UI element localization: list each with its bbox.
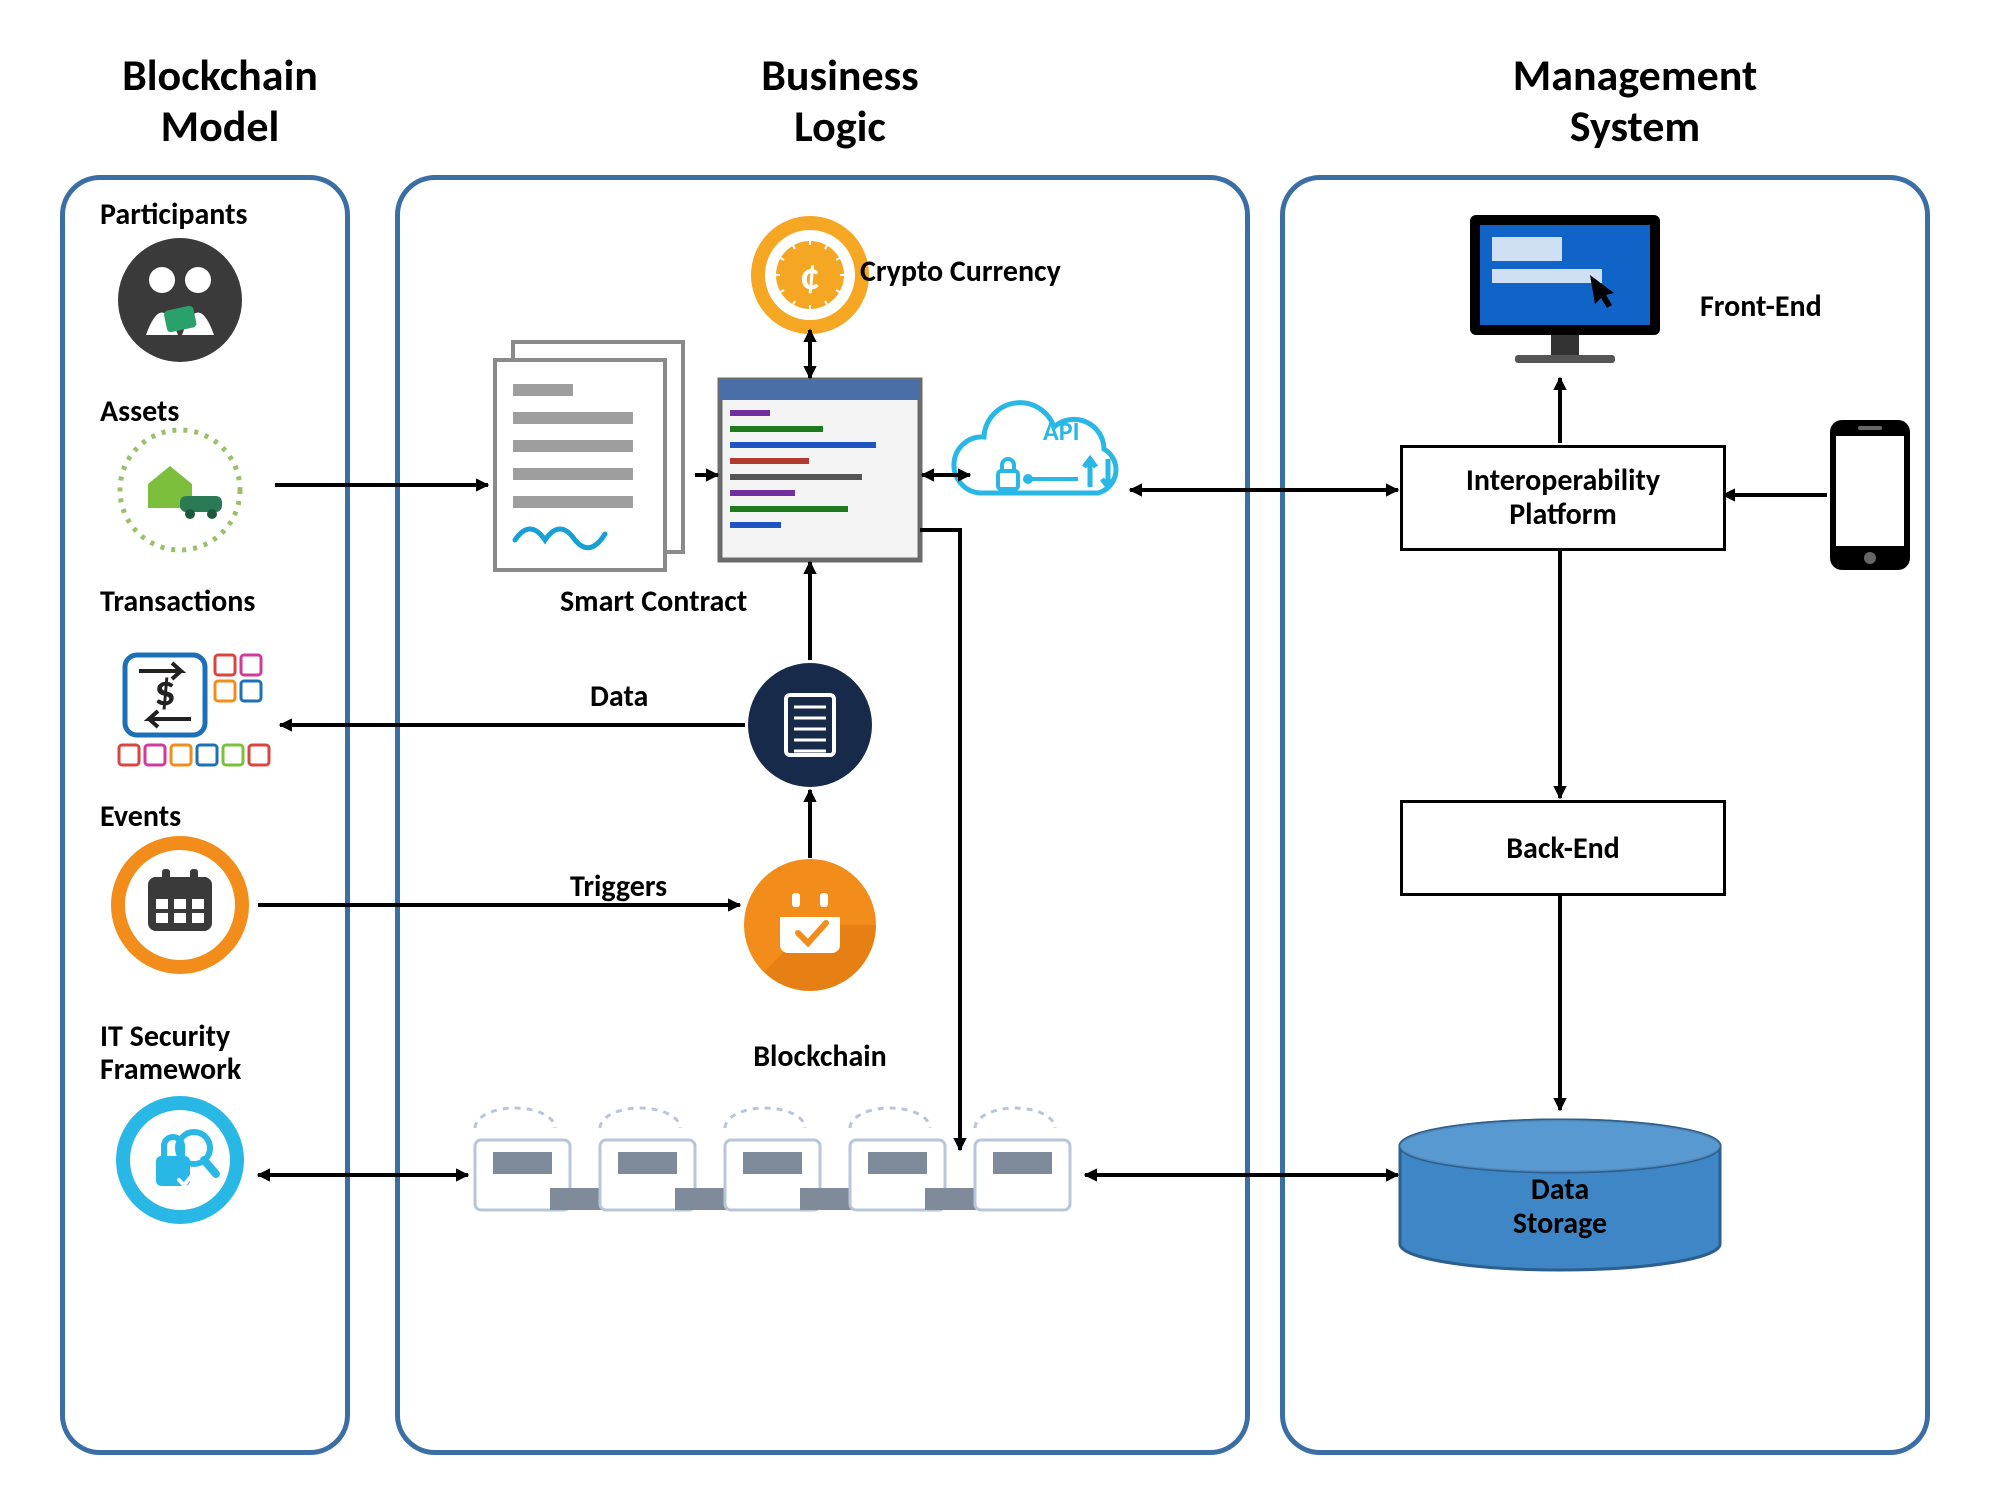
- security-label: IT SecurityFramework: [100, 1020, 340, 1086]
- crypto-label: Crypto Currency: [860, 255, 1120, 288]
- logic-panel: [395, 175, 1250, 1455]
- mgmt-title: ManagementSystem: [1420, 50, 1850, 151]
- assets-label: Assets: [100, 395, 340, 428]
- logic-title-l1: Business: [761, 48, 919, 102]
- model-title: BlockchainModel: [80, 50, 360, 151]
- data-label: Data: [590, 680, 710, 713]
- frontend-label: Front-End: [1700, 290, 1900, 323]
- participants-label: Participants: [100, 198, 340, 231]
- model-title-l2: Model: [161, 99, 280, 153]
- backend-box: Back-End: [1400, 800, 1726, 896]
- transactions-label: Transactions: [100, 585, 340, 618]
- mgmt-title-l2: System: [1570, 99, 1700, 153]
- smart-contract-label: Smart Contract: [560, 585, 820, 618]
- mgmt-title-l1: Management: [1513, 48, 1757, 102]
- logic-title: BusinessLogic: [650, 50, 1030, 151]
- model-title-l1: Blockchain: [122, 48, 318, 102]
- events-label: Events: [100, 800, 340, 833]
- blockchain-label: Blockchain: [710, 1040, 930, 1073]
- logic-title-l2: Logic: [794, 99, 886, 153]
- interop-box: InteroperabilityPlatform: [1400, 445, 1726, 551]
- triggers-label: Triggers: [570, 870, 730, 903]
